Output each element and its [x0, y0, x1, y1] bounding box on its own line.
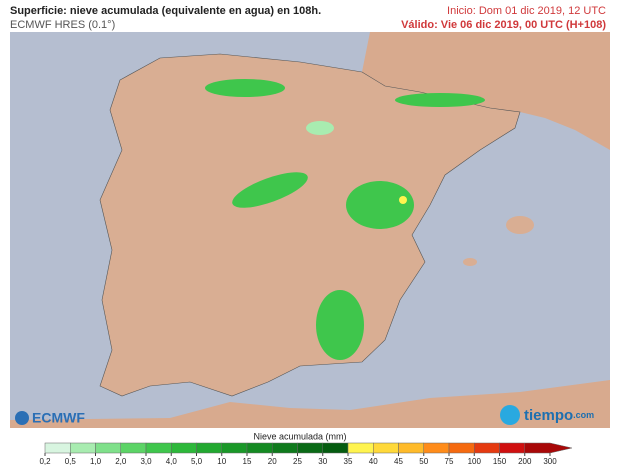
snow-area: [205, 79, 285, 97]
legend-swatch: [171, 442, 197, 454]
tiempo-logo: tiempo.com: [500, 405, 594, 425]
legend-swatch: [145, 442, 172, 454]
legend-swatch: [423, 442, 450, 454]
logo-word: tiempo: [524, 407, 573, 424]
legend-swatch: [246, 442, 273, 454]
legend-label: 1,0: [90, 457, 102, 466]
legend-swatch: [297, 442, 323, 454]
legend-label: 150: [493, 457, 507, 466]
logo-suffix: .com: [573, 410, 594, 420]
title: Superficie: nieve acumulada (equivalente…: [10, 5, 321, 17]
snow-area: [306, 121, 334, 135]
france: [362, 32, 610, 150]
legend-label: 25: [293, 457, 302, 466]
legend-label: 2,0: [115, 457, 127, 466]
logo-icon: [500, 405, 520, 425]
legend-swatch: [44, 442, 71, 454]
legend-label: 0,5: [65, 457, 77, 466]
legend-label: 45: [394, 457, 403, 466]
iberia: [99, 53, 521, 397]
legend-swatch: [474, 442, 500, 454]
logo-icon: [15, 411, 29, 425]
logo-text: ECMWF: [32, 410, 85, 426]
africa: [10, 380, 610, 428]
snow-peak: [399, 196, 407, 204]
legend-swatch: [70, 442, 96, 454]
legend-swatch: [120, 442, 147, 454]
legend-swatch: [499, 442, 525, 454]
legend-label: 0,2: [39, 457, 51, 466]
legend-label: 20: [268, 457, 277, 466]
legend-label: 5,0: [191, 457, 203, 466]
ecmwf-logo: ECMWF: [15, 410, 85, 426]
valid-time: Válido: Vie 06 dic 2019, 00 UTC (H+108): [401, 19, 606, 31]
map: [10, 32, 610, 428]
legend-label: 30: [318, 457, 327, 466]
legend-label: 3,0: [140, 457, 152, 466]
legend-swatch: [196, 442, 222, 454]
snow-area: [232, 172, 308, 208]
logo-text: tiempo.com: [524, 407, 594, 424]
legend-label: 100: [468, 457, 482, 466]
legend-swatch: [95, 442, 121, 454]
snow-area: [395, 93, 485, 107]
snow-area: [346, 181, 414, 229]
legend-label: 300: [543, 457, 557, 466]
legend-swatch: [373, 442, 399, 454]
island: [506, 216, 534, 234]
legend-label: 10: [217, 457, 226, 466]
legend-swatch: [322, 442, 349, 454]
legend: Nieve acumulada (mm) 0,2 0,5 1,0 2,0 3,0 4,0 5…: [39, 431, 573, 466]
legend-swatch: [221, 442, 248, 454]
snow-area: [316, 290, 364, 360]
legend-arrow: [524, 442, 573, 454]
start-time: Inicio: Dom 01 dic 2019, 12 UTC: [447, 5, 606, 17]
legend-label: 50: [419, 457, 428, 466]
legend-swatch: [347, 442, 374, 454]
legend-label: 200: [518, 457, 532, 466]
legend-label: 40: [369, 457, 378, 466]
model: ECMWF HRES (0.1°): [10, 19, 115, 31]
legend-title: Nieve acumulada (mm): [253, 431, 346, 441]
legend-swatch: [398, 442, 424, 454]
legend-swatch: [272, 442, 298, 454]
legend-label: 4,0: [166, 457, 178, 466]
island: [463, 258, 477, 266]
legend-label: 75: [445, 457, 454, 466]
legend-label: 15: [243, 457, 252, 466]
legend-swatch: [448, 442, 475, 454]
legend-label: 35: [344, 457, 353, 466]
